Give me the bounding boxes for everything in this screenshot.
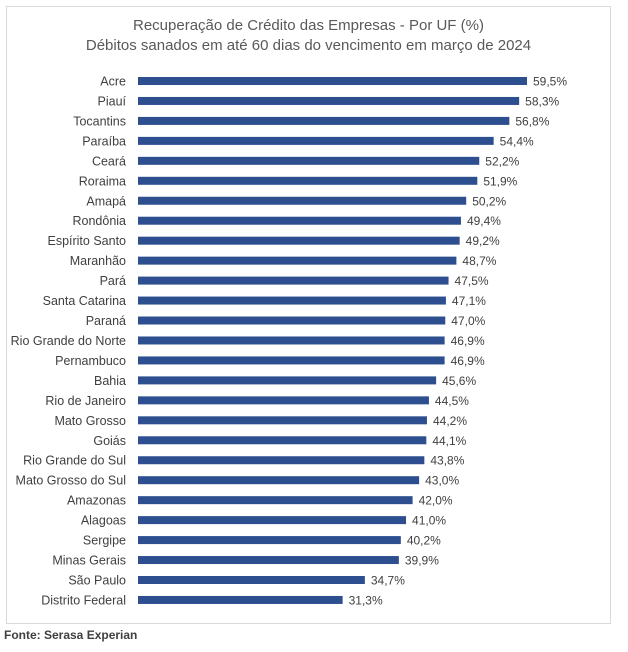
category-label: Maranhão: [70, 254, 126, 268]
category-label: Rio Grande do Norte: [11, 334, 126, 348]
bar: [138, 576, 365, 584]
category-label: Distrito Federal: [41, 593, 126, 607]
data-label: 43,8%: [430, 454, 464, 468]
bar: [138, 376, 437, 385]
bar: [138, 496, 413, 505]
category-label: Alagoas: [81, 514, 126, 528]
bar: [138, 196, 467, 205]
category-label: Paraíba: [82, 134, 126, 148]
data-label: 47,1%: [452, 294, 486, 308]
bar: [138, 296, 446, 305]
data-label: 45,6%: [442, 374, 476, 388]
bar: [138, 536, 401, 545]
bar: [138, 456, 425, 465]
category-label: Amazonas: [67, 494, 126, 508]
category-label: Piauí: [98, 94, 127, 108]
bar: [138, 476, 420, 485]
data-label: 44,5%: [435, 394, 469, 408]
bar: [138, 356, 445, 365]
bar: [138, 556, 399, 565]
category-label: Mato Grosso: [54, 414, 126, 428]
bar: [138, 156, 480, 165]
data-label: 40,2%: [407, 534, 441, 548]
category-label: Pernambuco: [55, 354, 126, 368]
category-label: Minas Gerais: [52, 554, 126, 568]
data-label: 46,9%: [451, 334, 485, 348]
bar: [138, 416, 427, 425]
category-label: Amapá: [86, 194, 126, 208]
bar: [138, 256, 457, 265]
category-label: Acre: [100, 75, 126, 89]
data-label: 59,5%: [533, 75, 567, 89]
data-label: 46,9%: [451, 354, 485, 368]
data-label: 52,2%: [485, 154, 519, 168]
category-label: Rondônia: [72, 214, 126, 228]
category-label: Pará: [100, 274, 126, 288]
data-label: 31,3%: [349, 593, 383, 607]
category-label: Rio de Janeiro: [45, 394, 126, 408]
data-label: 44,1%: [432, 434, 466, 448]
chart-title: Recuperação de Crédito das Empresas - Po…: [133, 17, 484, 34]
bar: [138, 96, 520, 105]
data-label: 49,4%: [467, 214, 501, 228]
bar: [138, 516, 407, 525]
category-label: Goiás: [93, 434, 126, 448]
category-label: Espírito Santo: [47, 234, 126, 248]
category-label: Mato Grosso do Sul: [16, 474, 126, 488]
category-label: Ceará: [92, 154, 126, 168]
bar: [138, 236, 460, 245]
category-label: Rio Grande do Sul: [23, 454, 126, 468]
category-label: Roraima: [79, 174, 126, 188]
data-label: 56,8%: [515, 114, 549, 128]
data-label: 34,7%: [371, 574, 405, 588]
bar: [138, 77, 527, 85]
bar: [138, 116, 510, 125]
category-label: Tocantins: [73, 114, 126, 128]
bar: [138, 316, 446, 325]
chart-subtitle: Débitos sanados em até 60 dias do vencim…: [85, 37, 532, 54]
category-label: Paraná: [86, 314, 126, 328]
data-label: 47,0%: [451, 314, 485, 328]
data-label: 51,9%: [483, 174, 517, 188]
data-label: 50,2%: [472, 194, 506, 208]
category-label: Bahia: [94, 374, 126, 388]
data-label: 42,0%: [419, 494, 453, 508]
bar: [138, 276, 449, 285]
bar: [138, 436, 427, 445]
data-label: 41,0%: [412, 514, 446, 528]
data-label: 43,0%: [425, 474, 459, 488]
bar: [138, 136, 494, 145]
bar: [138, 336, 445, 345]
source-note: Fonte: Serasa Experian: [4, 628, 138, 642]
bar: [138, 216, 461, 225]
data-label: 49,2%: [466, 234, 500, 248]
data-label: 44,2%: [433, 414, 467, 428]
data-label: 48,7%: [462, 254, 496, 268]
category-label: Sergipe: [83, 534, 126, 548]
bar: [138, 595, 343, 604]
bar: [138, 396, 429, 405]
bar: [138, 176, 478, 185]
category-label: São Paulo: [68, 574, 126, 588]
data-label: 54,4%: [500, 134, 534, 148]
data-label: 58,3%: [525, 94, 559, 108]
data-label: 39,9%: [405, 554, 439, 568]
data-label: 47,5%: [455, 274, 489, 288]
category-label: Santa Catarina: [43, 294, 126, 308]
